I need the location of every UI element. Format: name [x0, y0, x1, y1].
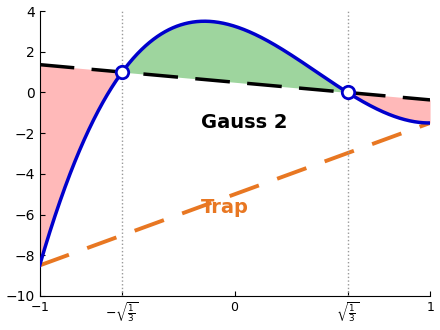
Text: Trap: Trap	[201, 198, 249, 217]
Point	[119, 69, 126, 75]
Text: Gauss 2: Gauss 2	[202, 113, 288, 132]
Point	[344, 90, 351, 95]
